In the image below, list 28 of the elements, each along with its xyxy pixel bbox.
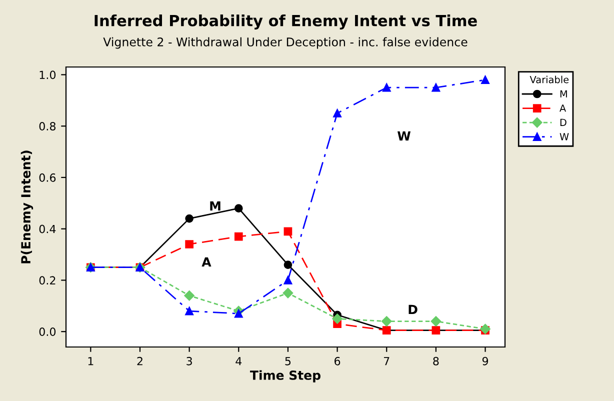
annotation: A (202, 257, 212, 266)
legend-label: M (560, 90, 567, 98)
y-tick-label: 0.4 (39, 224, 56, 234)
x-axis-title: Time Step (250, 370, 320, 382)
chart-subtitle: Vignette 2 - Withdrawal Under Deception - inc. false evidence (103, 37, 468, 49)
x-tick-label: 5 (285, 357, 291, 366)
x-tick-label: 9 (482, 356, 488, 366)
annotation: M (210, 201, 220, 210)
x-tick-label: 4 (236, 357, 242, 366)
y-tick-label: 0.6 (39, 173, 56, 182)
legend-label: A (560, 104, 566, 112)
y-tick-label: 0.2 (39, 276, 56, 285)
annotation: D (408, 304, 418, 314)
x-tick-label: 1 (88, 357, 94, 366)
legend-title: Variable (530, 76, 569, 84)
chart-title: Inferred Probability of Enemy Intent vs Time (94, 14, 477, 30)
x-tick-label: 3 (186, 356, 192, 366)
annotation: W (398, 131, 411, 140)
x-tick-label: 6 (334, 356, 340, 366)
x-tick-label: 7 (384, 357, 390, 366)
legend-label: W (560, 133, 569, 140)
legend-label: D (560, 118, 566, 126)
y-tick-label: 0.0 (39, 328, 56, 336)
y-axis-title: P(Enemy Intent) (20, 150, 34, 264)
y-tick-label: 0.8 (39, 122, 56, 130)
x-tick-label: 8 (433, 356, 439, 366)
x-tick-label: 2 (137, 356, 142, 366)
y-tick-label: 1.0 (40, 70, 56, 80)
